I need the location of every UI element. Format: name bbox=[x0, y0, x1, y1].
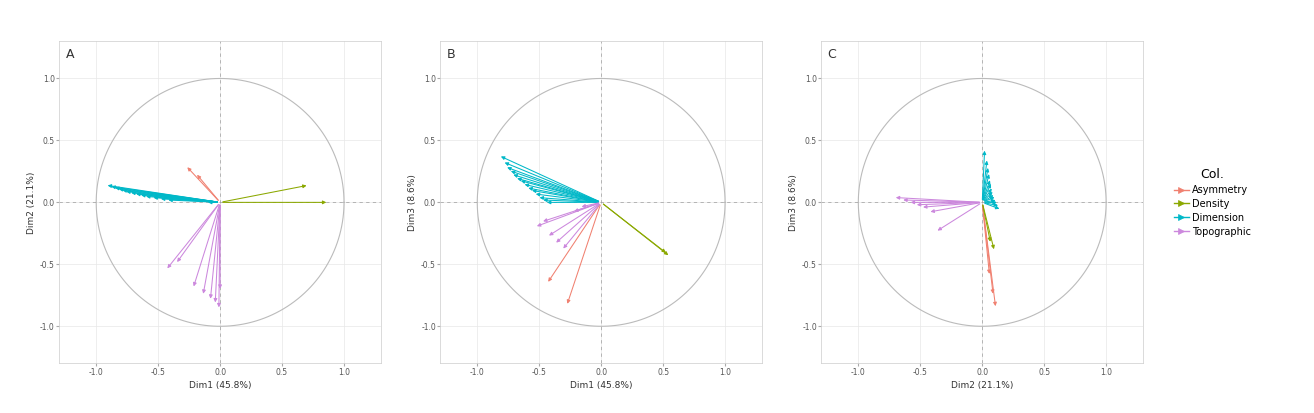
X-axis label: Dim1 (45.8%): Dim1 (45.8%) bbox=[189, 381, 251, 390]
X-axis label: Dim2 (21.1%): Dim2 (21.1%) bbox=[951, 381, 1013, 390]
Legend: Asymmetry, Density, Dimension, Topographic: Asymmetry, Density, Dimension, Topograph… bbox=[1173, 168, 1251, 237]
Y-axis label: Dim3 (8.6%): Dim3 (8.6%) bbox=[407, 174, 417, 231]
Y-axis label: Dim2 (21.1%): Dim2 (21.1%) bbox=[26, 171, 35, 234]
Text: A: A bbox=[66, 48, 74, 61]
Y-axis label: Dim3 (8.6%): Dim3 (8.6%) bbox=[788, 174, 798, 231]
Text: C: C bbox=[828, 48, 836, 61]
Text: B: B bbox=[447, 48, 455, 61]
X-axis label: Dim1 (45.8%): Dim1 (45.8%) bbox=[570, 381, 632, 390]
